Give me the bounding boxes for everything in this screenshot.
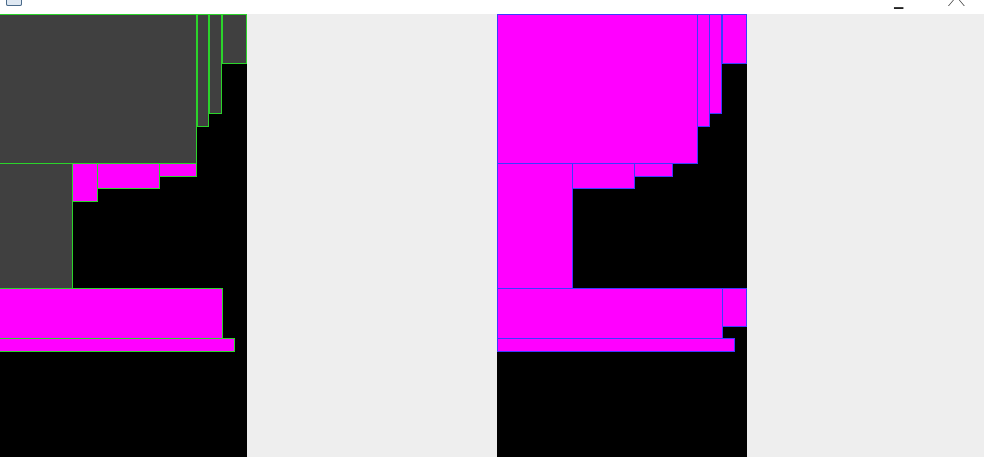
magenta-block-2 <box>97 163 160 189</box>
app-window-icon <box>6 0 22 6</box>
gray-block-large <box>0 14 197 164</box>
magenta-block-mid <box>572 163 635 189</box>
magenta-bar-wide-right <box>497 288 723 339</box>
gray-block-lower <box>0 163 73 289</box>
magenta-block-lower <box>497 163 573 289</box>
gray-block-small <box>222 14 247 64</box>
magenta-block-1 <box>72 163 98 202</box>
magenta-block-side <box>722 288 747 327</box>
magenta-block-mid-small <box>634 163 673 177</box>
magenta-strip-2 <box>709 14 722 114</box>
magenta-bar-thin-right <box>497 338 735 352</box>
magenta-bar-thin <box>0 338 235 352</box>
window-titlebar: ▁ ⟋⟍ <box>0 0 984 14</box>
gray-block-strip-2 <box>209 14 222 114</box>
right-layout-panel <box>497 14 747 457</box>
magenta-block-3 <box>159 163 197 177</box>
minimize-icon[interactable]: ▁ <box>894 0 904 9</box>
gray-block-strip-1 <box>197 14 209 127</box>
magenta-bar-wide <box>0 288 223 339</box>
maximize-icon[interactable]: ⟋⟍ <box>948 0 965 9</box>
magenta-block-large <box>497 14 698 164</box>
magenta-block-small <box>722 14 747 64</box>
left-layout-panel <box>0 14 247 457</box>
